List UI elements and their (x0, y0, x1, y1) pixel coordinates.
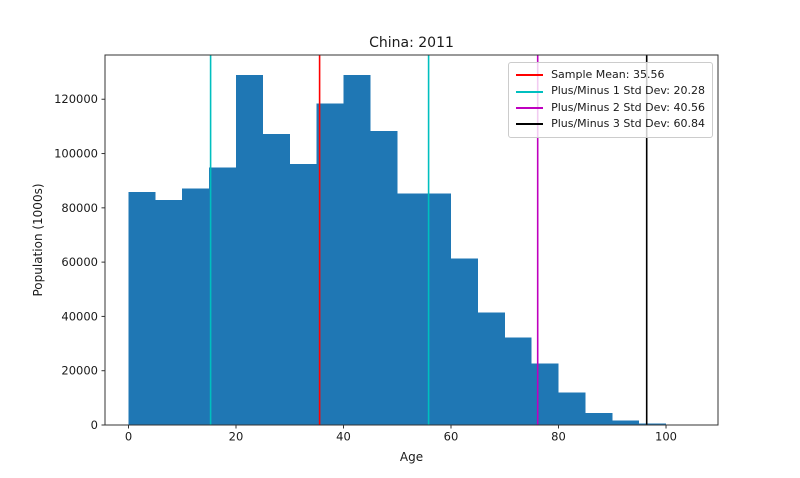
legend-item-2-std-dev: Plus/Minus 2 Std Dev: 40.56 (516, 100, 705, 116)
x-tick-label: 0 (125, 430, 132, 444)
histogram-bar (397, 193, 425, 425)
black-line-swatch (516, 123, 544, 126)
y-tick-label: 40000 (61, 309, 98, 323)
y-axis-label: Population (1000s) (31, 183, 45, 296)
x-tick-label: 60 (444, 430, 459, 444)
histogram-bar (262, 134, 290, 425)
y-tick-label: 20000 (61, 364, 98, 378)
legend-label: Plus/Minus 1 Std Dev: 20.28 (551, 84, 705, 98)
y-tick-label: 80000 (61, 201, 98, 215)
axes: 0 20 40 60 80 100 0 20000 40000 60000 80000 100000 1… (54, 54, 719, 444)
y-tick-label: 120000 (54, 92, 98, 106)
legend: Sample Mean: 35.56 Plus/Minus 1 Std Dev:… (508, 62, 713, 138)
x-tick-label: 20 (229, 430, 244, 444)
y-tick-label: 60000 (61, 255, 98, 269)
plot-border (104, 54, 719, 426)
histogram-bar (639, 423, 666, 425)
histogram-bar (558, 392, 586, 425)
x-tick-label: 80 (551, 430, 566, 444)
legend-label: Plus/Minus 3 Std Dev: 60.84 (551, 117, 705, 131)
y-tick-label: 0 (91, 418, 98, 432)
histogram-bar (128, 192, 156, 425)
histogram-bar (451, 258, 478, 425)
magenta-line-swatch (516, 106, 544, 109)
legend-item-3-std-dev: Plus/Minus 3 Std Dev: 60.84 (516, 116, 705, 132)
histogram-bars (128, 74, 666, 426)
histogram-bar (343, 74, 371, 426)
legend-label: Plus/Minus 2 Std Dev: 40.56 (551, 100, 705, 114)
y-tick-label: 100000 (54, 147, 98, 161)
histogram-bar (477, 312, 505, 425)
histogram-bar (182, 188, 210, 425)
histogram-bar (531, 363, 559, 425)
cyan-line-swatch (516, 90, 544, 93)
histogram-bar (585, 412, 613, 425)
histogram-bar (612, 420, 640, 425)
red-line-swatch (516, 74, 544, 77)
histogram-bar (504, 337, 532, 425)
histogram-bar (370, 131, 398, 425)
histogram-bar (209, 167, 236, 425)
legend-label: Sample Mean: 35.56 (551, 68, 665, 81)
legend-item-sample-mean: Sample Mean: 35.56 (516, 67, 705, 83)
x-tick-label: 100 (655, 430, 677, 444)
histogram-bar (155, 200, 183, 425)
x-tick-label: 40 (336, 430, 351, 444)
histogram-bar (316, 103, 344, 425)
legend-item-1-std-dev: Plus/Minus 1 Std Dev: 20.28 (516, 83, 705, 99)
histogram-bar (236, 74, 263, 426)
x-axis-label: Age (400, 450, 423, 464)
chart-title: China: 2011 (369, 35, 454, 51)
histogram-bar (289, 163, 317, 425)
